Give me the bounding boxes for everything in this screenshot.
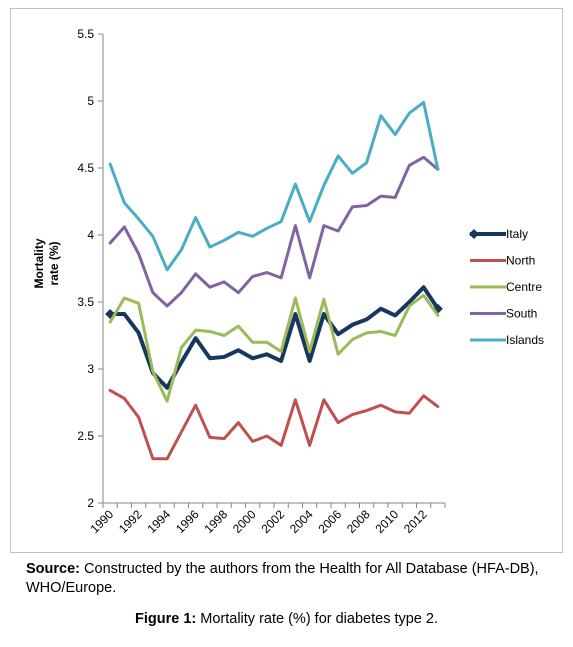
y-tick-label: 3.5 (77, 295, 94, 309)
y-tick-label: 2 (87, 496, 94, 510)
y-tick-label: 4.5 (77, 161, 94, 175)
y-tick-label: 5.5 (77, 27, 94, 41)
y-tick-label: 5 (87, 94, 94, 108)
x-tick-label: 2000 (230, 507, 259, 536)
legend-label-north: North (506, 254, 535, 268)
figure-caption: Figure 1: Mortality rate (%) for diabete… (0, 611, 573, 627)
x-tick-label: 1998 (201, 507, 230, 536)
series-line-islands (108, 100, 440, 272)
x-tick-label: 2002 (258, 507, 287, 536)
y-tick-label: 3 (87, 362, 94, 376)
x-tick-label: 2006 (315, 507, 344, 536)
source-note: Source: Constructed by the authors from … (26, 560, 556, 598)
y-axis-label: Mortality (32, 238, 46, 288)
x-tick-label: 1990 (87, 507, 116, 536)
legend-marker-italy (469, 229, 479, 239)
series-line-italy (108, 285, 440, 390)
y-axis-label: rate (%) (47, 241, 61, 285)
chart-frame (10, 8, 563, 553)
x-tick-label: 2012 (401, 507, 430, 536)
legend-label-italy: Italy (506, 227, 528, 241)
legend-label-south: South (506, 307, 537, 321)
y-tick-label: 4 (87, 228, 94, 242)
x-tick-label: 1996 (173, 507, 202, 536)
x-tick-label: 2010 (372, 507, 401, 536)
series-line-south (108, 155, 440, 308)
x-tick-label: 2004 (287, 507, 316, 536)
legend-label-islands: Islands (506, 333, 544, 347)
source-text: Constructed by the authors from the Heal… (26, 561, 539, 596)
x-tick-label: 2008 (344, 507, 373, 536)
x-tick-label: 1994 (144, 507, 173, 536)
legend-label-centre: Centre (506, 280, 542, 294)
line-chart: 2 2.5 3 3.5 4 4.5 5 5.5 1990 1992 1994 1996 1998 2000… (32, 27, 544, 536)
x-tick-label: 1992 (116, 507, 145, 536)
series-line-centre (108, 293, 440, 403)
y-tick-label: 2.5 (77, 429, 94, 443)
caption-label: Figure 1: (135, 611, 197, 627)
source-label: Source: (26, 561, 80, 577)
series-line-north (108, 388, 440, 461)
caption-text: Mortality rate (%) for diabetes type 2. (196, 611, 438, 627)
